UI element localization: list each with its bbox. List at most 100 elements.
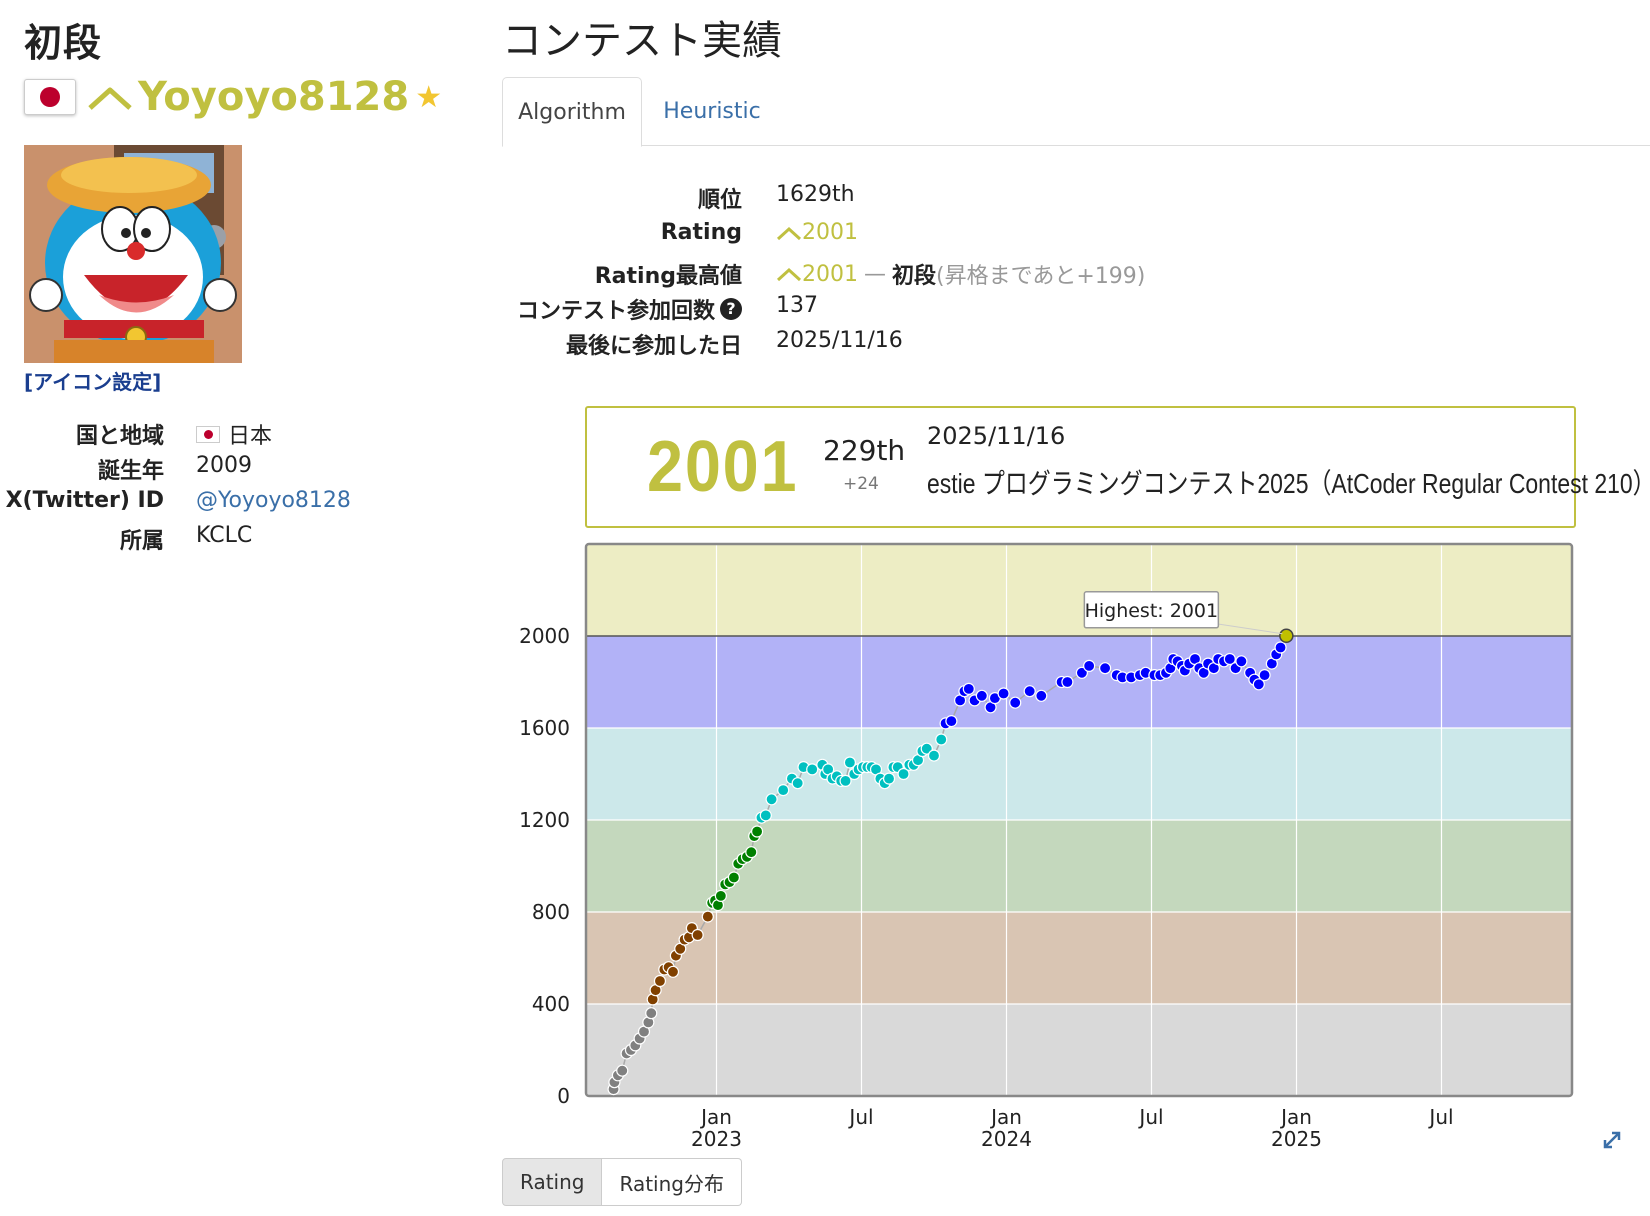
data-point[interactable] bbox=[791, 777, 804, 790]
data-point[interactable] bbox=[714, 889, 727, 902]
stat-row-rating: Rating bbox=[502, 220, 742, 254]
rating-value: 2001 bbox=[802, 220, 858, 245]
tab-algorithm[interactable]: Algorithm bbox=[502, 77, 642, 147]
data-point[interactable] bbox=[701, 910, 714, 923]
twitter-link[interactable]: @Yoyoyo8128 bbox=[196, 488, 351, 513]
data-point[interactable] bbox=[806, 763, 819, 776]
stat-value-rating: 2001 bbox=[776, 220, 858, 245]
data-point[interactable] bbox=[691, 928, 704, 942]
section-title: コンテスト実績 bbox=[502, 18, 782, 64]
highest-title: 初段 bbox=[892, 264, 937, 289]
info-key-affiliation: 所属 bbox=[119, 529, 164, 554]
data-point[interactable] bbox=[1252, 678, 1265, 691]
data-point[interactable] bbox=[765, 793, 778, 806]
user-header: Yoyoyo8128 ★ bbox=[24, 72, 442, 122]
data-point[interactable] bbox=[975, 689, 988, 702]
latest-contest-box: 2001 229th +24 2025/11/16 estie プログラミングコ… bbox=[585, 406, 1650, 528]
stat-row-rank: 順位 bbox=[502, 182, 742, 216]
data-point[interactable] bbox=[839, 774, 852, 787]
x-tick-year: 2023 bbox=[691, 1127, 742, 1150]
x-tick-label: Jan bbox=[699, 1105, 732, 1129]
data-point[interactable] bbox=[616, 1064, 629, 1077]
rating-crown-icon bbox=[88, 87, 132, 110]
info-key-country: 国と地域 bbox=[75, 424, 164, 449]
data-point[interactable] bbox=[882, 772, 896, 785]
question-icon[interactable]: ? bbox=[720, 298, 742, 320]
avatar bbox=[24, 145, 242, 363]
rating-band bbox=[586, 636, 1572, 728]
data-point[interactable] bbox=[1258, 669, 1271, 682]
rating-band bbox=[586, 544, 1572, 636]
data-point[interactable] bbox=[843, 756, 856, 769]
data-point[interactable] bbox=[751, 825, 764, 838]
info-value-affiliation: KCLC bbox=[196, 523, 253, 548]
data-point[interactable] bbox=[745, 846, 758, 859]
info-value-country: 日本 bbox=[196, 418, 272, 450]
latest-diff: +24 bbox=[843, 474, 879, 494]
rating-button[interactable]: Rating bbox=[502, 1158, 603, 1206]
data-point[interactable] bbox=[997, 687, 1010, 700]
stat-value-rank: 1629th bbox=[776, 182, 855, 207]
data-point[interactable] bbox=[727, 871, 740, 884]
y-tick-label: 800 bbox=[532, 900, 570, 924]
rating-crown-icon bbox=[776, 267, 802, 282]
stat-key-rank: 順位 bbox=[697, 188, 742, 213]
stat-key-highest: Rating最高値 bbox=[594, 264, 742, 289]
data-point[interactable] bbox=[759, 809, 772, 822]
rating-distribution-button[interactable]: Rating分布 bbox=[602, 1158, 742, 1206]
data-point[interactable] bbox=[962, 682, 975, 695]
data-point[interactable] bbox=[927, 749, 941, 762]
stat-value-count: 137 bbox=[776, 293, 818, 318]
data-point[interactable] bbox=[1098, 662, 1112, 675]
x-tick-label: Jul bbox=[1427, 1105, 1453, 1129]
x-tick-label: Jan bbox=[1279, 1105, 1312, 1129]
rating-crown-icon bbox=[776, 226, 802, 240]
data-point[interactable] bbox=[920, 742, 933, 755]
japan-flag-icon bbox=[196, 425, 220, 443]
data-point[interactable] bbox=[945, 715, 958, 728]
icon-settings-link[interactable]: [アイコン設定] bbox=[24, 370, 162, 394]
data-point[interactable] bbox=[1235, 655, 1248, 668]
data-point[interactable] bbox=[777, 784, 790, 797]
data-point[interactable] bbox=[935, 733, 948, 746]
data-point[interactable] bbox=[666, 965, 680, 978]
stat-row-highest: Rating最高値 bbox=[502, 258, 742, 292]
data-point[interactable] bbox=[653, 974, 667, 988]
expand-icon[interactable] bbox=[1600, 1128, 1624, 1156]
y-tick-label: 400 bbox=[532, 992, 570, 1016]
data-point[interactable] bbox=[1009, 696, 1022, 709]
stat-value-highest: 2001 — 初段 (昇格まであと+199) bbox=[776, 258, 1145, 290]
highest-separator: — bbox=[864, 261, 886, 287]
y-tick-label: 1600 bbox=[519, 716, 570, 740]
data-point[interactable] bbox=[1083, 659, 1096, 672]
star-icon: ★ bbox=[415, 79, 443, 115]
x-tick-label: Jul bbox=[847, 1105, 873, 1129]
highest-label: Highest: 2001 bbox=[1085, 600, 1219, 622]
info-key-twitter: X(Twitter) ID bbox=[5, 488, 164, 513]
y-tick-label: 1200 bbox=[519, 808, 570, 832]
x-tick-label: Jul bbox=[1137, 1105, 1163, 1129]
x-tick-year: 2025 bbox=[1271, 1127, 1322, 1150]
data-point[interactable] bbox=[1223, 652, 1236, 666]
highest-value: 2001 bbox=[802, 261, 858, 287]
data-point[interactable] bbox=[1061, 675, 1074, 689]
latest-place: 229th bbox=[823, 434, 906, 467]
username-link[interactable]: Yoyoyo8128 bbox=[88, 74, 409, 120]
data-point[interactable] bbox=[1075, 666, 1089, 679]
rating-band bbox=[586, 912, 1572, 1004]
data-point[interactable] bbox=[1023, 685, 1036, 698]
data-point[interactable] bbox=[1035, 689, 1048, 702]
count-label: コンテスト参加回数 bbox=[516, 299, 715, 324]
tab-heuristic[interactable]: Heuristic bbox=[663, 98, 761, 124]
data-point[interactable] bbox=[1279, 628, 1294, 644]
data-point[interactable] bbox=[645, 1007, 658, 1020]
latest-contest-name[interactable]: estie プログラミングコンテスト2025（AtCoder Regular C… bbox=[927, 468, 1650, 499]
stat-value-last: 2025/11/16 bbox=[776, 328, 903, 353]
x-tick-year: 2024 bbox=[981, 1127, 1032, 1150]
data-point[interactable] bbox=[897, 767, 910, 781]
data-point[interactable] bbox=[1274, 641, 1287, 654]
x-tick-label: Jan bbox=[989, 1105, 1022, 1129]
info-key-birth-year: 誕生年 bbox=[97, 459, 164, 484]
info-value-birth-year: 2009 bbox=[196, 453, 252, 478]
